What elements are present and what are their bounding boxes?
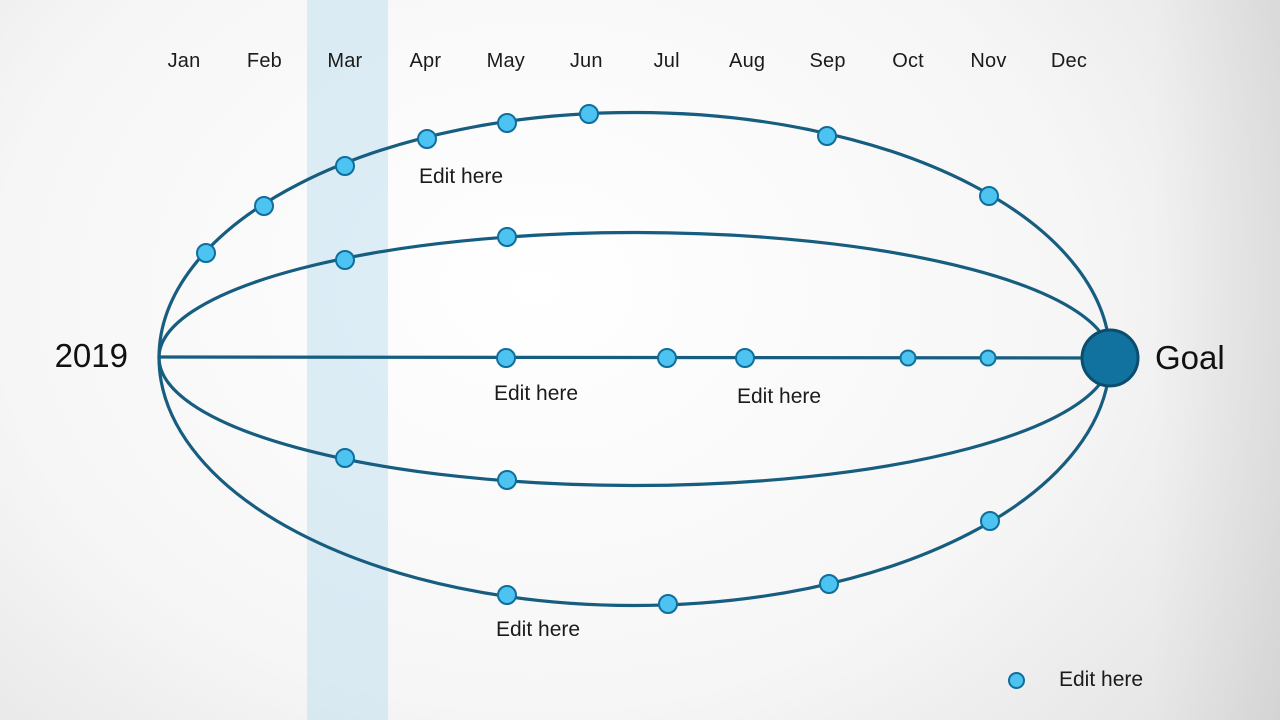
milestone-dot[interactable] bbox=[658, 594, 678, 614]
month-label-jul: Jul bbox=[653, 50, 680, 72]
milestone-dot[interactable] bbox=[657, 348, 677, 368]
milestone-dot[interactable] bbox=[335, 250, 355, 270]
milestone-dot[interactable] bbox=[417, 129, 437, 149]
milestone-dot[interactable] bbox=[254, 196, 274, 216]
milestone-dot[interactable] bbox=[497, 113, 517, 133]
edit-placeholder[interactable]: Edit here bbox=[494, 382, 579, 405]
year-label: 2019 bbox=[54, 337, 128, 374]
milestone-dot[interactable] bbox=[335, 156, 355, 176]
milestone-dot[interactable] bbox=[819, 574, 839, 594]
month-label-jan: Jan bbox=[167, 50, 201, 72]
milestone-dot[interactable] bbox=[497, 470, 517, 490]
milestone-dot[interactable] bbox=[979, 349, 997, 367]
milestone-dot[interactable] bbox=[899, 349, 917, 367]
milestone-dot[interactable] bbox=[579, 104, 599, 124]
milestone-dot[interactable] bbox=[497, 585, 517, 605]
edit-placeholder[interactable]: Edit here bbox=[737, 385, 822, 408]
milestone-dot[interactable] bbox=[735, 348, 755, 368]
edit-placeholder[interactable]: Edit here bbox=[419, 165, 504, 188]
legend-label[interactable]: Edit here bbox=[1059, 668, 1144, 691]
milestone-dot[interactable] bbox=[497, 227, 517, 247]
milestone-dot[interactable] bbox=[496, 348, 516, 368]
orbit-bottom-outer bbox=[157, 356, 1112, 608]
month-label-sep: Sep bbox=[809, 50, 846, 72]
march-highlight-band bbox=[307, 0, 388, 720]
legend-dot-icon bbox=[1008, 671, 1025, 689]
milestone-dot[interactable] bbox=[196, 243, 216, 263]
orbit-center-line bbox=[158, 355, 1111, 360]
milestone-dot[interactable] bbox=[335, 448, 355, 468]
month-label-mar: Mar bbox=[327, 50, 363, 72]
orbit-top-outer bbox=[157, 110, 1112, 359]
month-label-dec: Dec bbox=[1050, 50, 1088, 72]
legend: Edit here bbox=[1008, 668, 1143, 692]
month-label-aug: Aug bbox=[729, 50, 766, 72]
month-label-jun: Jun bbox=[569, 50, 603, 72]
month-label-may: May bbox=[486, 50, 525, 72]
milestone-dot[interactable] bbox=[979, 186, 999, 206]
orbit-bottom-inner bbox=[157, 356, 1112, 488]
orbit-top-inner bbox=[157, 230, 1112, 359]
milestone-dot[interactable] bbox=[817, 126, 837, 146]
month-label-apr: Apr bbox=[409, 50, 442, 72]
month-label-feb: Feb bbox=[246, 50, 282, 72]
edit-placeholder[interactable]: Edit here bbox=[496, 618, 581, 641]
month-label-nov: Nov bbox=[970, 50, 1007, 72]
goal-circle[interactable] bbox=[1080, 328, 1140, 388]
milestone-dot[interactable] bbox=[980, 511, 1000, 531]
month-label-oct: Oct bbox=[892, 50, 924, 72]
goal-label: Goal bbox=[1155, 339, 1225, 376]
